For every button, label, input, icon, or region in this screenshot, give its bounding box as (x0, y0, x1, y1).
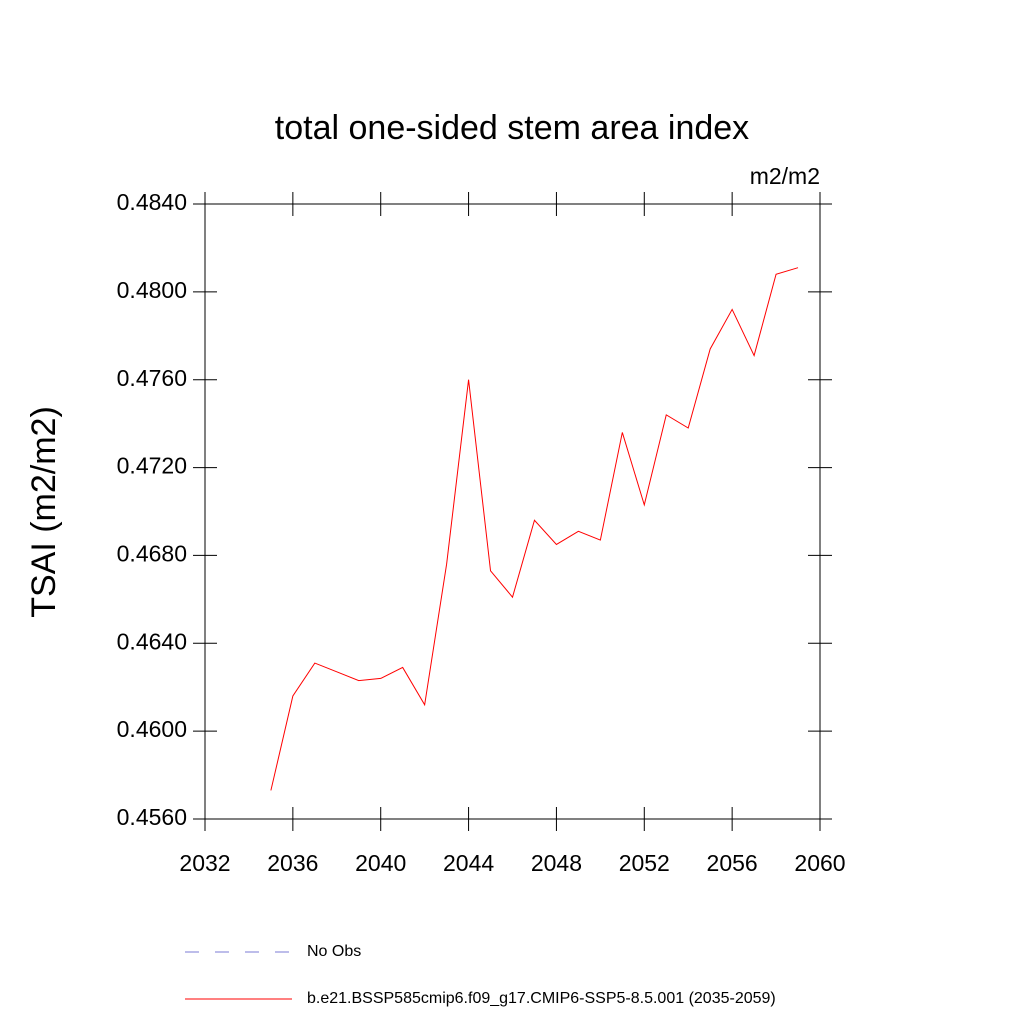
y-tick-label: 0.4720 (117, 453, 187, 479)
x-tick-label: 2032 (179, 850, 230, 876)
units-label: m2/m2 (750, 163, 820, 189)
y-tick-label: 0.4640 (117, 628, 187, 654)
y-axis-label: TSAI (m2/m2) (25, 406, 63, 618)
y-tick-label: 0.4600 (117, 716, 187, 742)
y-tick-label: 0.4680 (117, 541, 187, 567)
chart-title: total one-sided stem area index (275, 109, 749, 147)
x-tick-label: 2036 (267, 850, 318, 876)
data-line (270, 267, 799, 791)
x-tick-label: 2040 (355, 850, 406, 876)
x-tick-label: 2048 (531, 850, 582, 876)
x-tick-label: 2044 (443, 850, 494, 876)
y-tick-label: 0.4800 (117, 277, 187, 303)
plot-frame (204, 203, 821, 820)
x-tick-label: 2056 (707, 850, 758, 876)
x-tick-label: 2060 (794, 850, 845, 876)
x-tick-label: 2052 (619, 850, 670, 876)
legend-label: b.e21.BSSP585cmip6.f09_g17.CMIP6-SSP5-8.… (307, 990, 776, 1007)
y-tick-label: 0.4840 (117, 189, 187, 215)
y-tick-label: 0.4760 (117, 365, 187, 391)
legend-label: No Obs (307, 943, 361, 960)
y-tick-label: 0.4560 (117, 804, 187, 830)
